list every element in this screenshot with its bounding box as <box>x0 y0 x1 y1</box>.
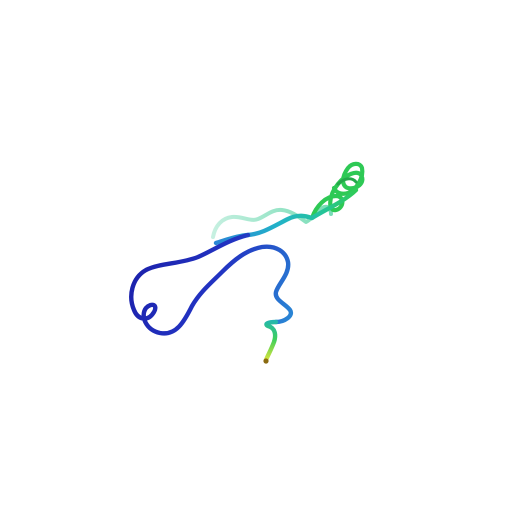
c-terminal-tail <box>263 319 279 363</box>
helix-inner-shade <box>336 177 358 186</box>
back-strand <box>211 204 333 239</box>
c-terminus-cap <box>263 358 269 364</box>
n-terminal-loop <box>129 232 294 336</box>
